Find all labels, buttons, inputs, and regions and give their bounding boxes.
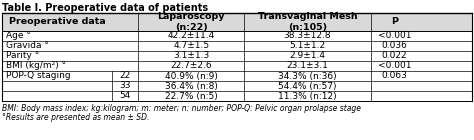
Text: 3.1±1.3: 3.1±1.3 (173, 52, 210, 60)
Text: POP-Q staging: POP-Q staging (6, 72, 71, 80)
Bar (2, 13, 472, 31)
Text: 36.4% (n:8): 36.4% (n:8) (165, 81, 218, 90)
Text: 2.9±1.4: 2.9±1.4 (290, 52, 326, 60)
Text: 33: 33 (119, 81, 131, 90)
Text: <0.001: <0.001 (378, 61, 411, 71)
Text: 40.9% (n:9): 40.9% (n:9) (165, 72, 218, 80)
Text: Transvaginal Mesh
(n:105): Transvaginal Mesh (n:105) (258, 12, 357, 32)
Text: 0.036: 0.036 (382, 41, 407, 51)
Text: BMI (kg/m²) °: BMI (kg/m²) ° (6, 61, 66, 71)
Text: 22.7% (n:5): 22.7% (n:5) (165, 92, 218, 101)
Text: 4.7±1.5: 4.7±1.5 (173, 41, 209, 51)
Text: Age °: Age ° (6, 32, 31, 40)
Text: P: P (391, 18, 398, 26)
Text: 22: 22 (120, 72, 131, 80)
Text: 38.3±12.8: 38.3±12.8 (283, 32, 331, 40)
Text: <0.001: <0.001 (378, 32, 411, 40)
Text: 54: 54 (120, 92, 131, 101)
Text: Gravida °: Gravida ° (6, 41, 49, 51)
Text: Laparoscopy
(n:22): Laparoscopy (n:22) (157, 12, 225, 32)
Text: 5.1±1.2: 5.1±1.2 (290, 41, 326, 51)
Text: Table I. Preoperative data of patients: Table I. Preoperative data of patients (2, 3, 208, 13)
Text: 34.3% (n:36): 34.3% (n:36) (278, 72, 337, 80)
Text: 42.2±11.4: 42.2±11.4 (167, 32, 215, 40)
Text: 54.4% (n:57): 54.4% (n:57) (278, 81, 337, 90)
Text: 22.7±2.6: 22.7±2.6 (170, 61, 212, 71)
Text: °Results are presented as mean ± SD.: °Results are presented as mean ± SD. (2, 113, 149, 122)
Text: 23.1±3.1: 23.1±3.1 (287, 61, 328, 71)
Text: 0.022: 0.022 (382, 52, 407, 60)
Text: 11.3% (n:12): 11.3% (n:12) (278, 92, 337, 101)
Text: BMI: Body mass index; kg:kilogram; m: meter; n: number; POP-Q: Pelvic organ prol: BMI: Body mass index; kg:kilogram; m: me… (2, 104, 361, 113)
Text: Preoperative data: Preoperative data (9, 18, 106, 26)
Text: 0.063: 0.063 (382, 72, 407, 80)
Text: Parity °: Parity ° (6, 52, 39, 60)
